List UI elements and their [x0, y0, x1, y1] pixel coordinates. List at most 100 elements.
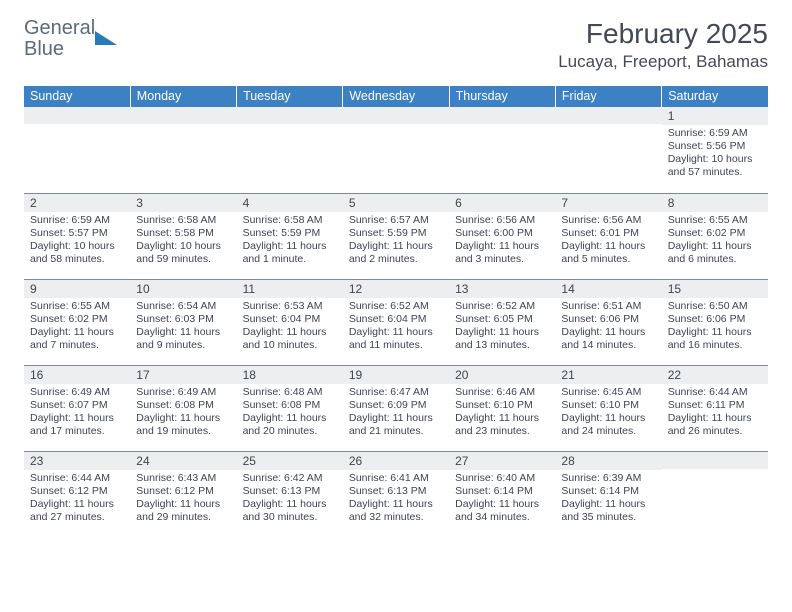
day-number: 7 [555, 194, 661, 212]
sunset-line: Sunset: 6:06 PM [668, 313, 746, 325]
sunset-line: Sunset: 6:01 PM [561, 227, 639, 239]
day-details: Sunrise: 6:48 AMSunset: 6:08 PMDaylight:… [237, 386, 343, 439]
day-number: 10 [130, 280, 236, 298]
sunset-line: Sunset: 5:59 PM [349, 227, 427, 239]
day-number: 4 [237, 194, 343, 212]
day-number [130, 107, 236, 124]
daylight-line: Daylight: 10 hours and 57 minutes. [668, 153, 753, 178]
sunrise-line: Sunrise: 6:53 AM [243, 300, 323, 312]
calendar-day-cell: 9Sunrise: 6:55 AMSunset: 6:02 PMDaylight… [24, 279, 130, 365]
sunset-line: Sunset: 6:10 PM [561, 399, 639, 411]
daylight-line: Daylight: 11 hours and 23 minutes. [455, 412, 539, 437]
day-details: Sunrise: 6:58 AMSunset: 5:58 PMDaylight:… [130, 214, 236, 267]
sunrise-line: Sunrise: 6:55 AM [668, 214, 748, 226]
sunrise-line: Sunrise: 6:41 AM [349, 472, 429, 484]
sunset-line: Sunset: 6:14 PM [455, 485, 533, 497]
day-details: Sunrise: 6:59 AMSunset: 5:56 PMDaylight:… [662, 127, 768, 180]
month-title: February 2025 [558, 18, 768, 50]
daylight-line: Daylight: 11 hours and 7 minutes. [30, 326, 114, 351]
sunset-line: Sunset: 6:03 PM [136, 313, 214, 325]
calendar-day-cell [24, 107, 130, 193]
daylight-line: Daylight: 11 hours and 30 minutes. [243, 498, 327, 523]
calendar-day-cell: 22Sunrise: 6:44 AMSunset: 6:11 PMDayligh… [662, 365, 768, 451]
sunset-line: Sunset: 6:10 PM [455, 399, 533, 411]
day-details: Sunrise: 6:40 AMSunset: 6:14 PMDaylight:… [449, 472, 555, 525]
calendar-day-cell: 23Sunrise: 6:44 AMSunset: 6:12 PMDayligh… [24, 451, 130, 537]
daylight-line: Daylight: 11 hours and 19 minutes. [136, 412, 220, 437]
sunset-line: Sunset: 6:08 PM [136, 399, 214, 411]
calendar-day-cell [555, 107, 661, 193]
daylight-line: Daylight: 11 hours and 26 minutes. [668, 412, 752, 437]
calendar-day-cell [449, 107, 555, 193]
day-details: Sunrise: 6:47 AMSunset: 6:09 PMDaylight:… [343, 386, 449, 439]
day-details: Sunrise: 6:58 AMSunset: 5:59 PMDaylight:… [237, 214, 343, 267]
daylight-line: Daylight: 11 hours and 27 minutes. [30, 498, 114, 523]
sunset-line: Sunset: 5:57 PM [30, 227, 108, 239]
day-details: Sunrise: 6:49 AMSunset: 6:07 PMDaylight:… [24, 386, 130, 439]
day-number [449, 107, 555, 124]
calendar-day-cell: 6Sunrise: 6:56 AMSunset: 6:00 PMDaylight… [449, 193, 555, 279]
logo-text-general: General [24, 17, 95, 39]
day-number: 25 [237, 452, 343, 470]
day-header: Friday [555, 86, 661, 107]
daylight-line: Daylight: 11 hours and 32 minutes. [349, 498, 433, 523]
day-number: 8 [662, 194, 768, 212]
day-number: 5 [343, 194, 449, 212]
logo-triangle-icon [95, 31, 117, 45]
day-number: 3 [130, 194, 236, 212]
calendar-day-cell: 1Sunrise: 6:59 AMSunset: 5:56 PMDaylight… [662, 107, 768, 193]
daylight-line: Daylight: 11 hours and 20 minutes. [243, 412, 327, 437]
day-number: 19 [343, 366, 449, 384]
day-details: Sunrise: 6:44 AMSunset: 6:12 PMDaylight:… [24, 472, 130, 525]
day-number: 21 [555, 366, 661, 384]
day-details: Sunrise: 6:46 AMSunset: 6:10 PMDaylight:… [449, 386, 555, 439]
calendar-week-row: 23Sunrise: 6:44 AMSunset: 6:12 PMDayligh… [24, 451, 768, 537]
calendar-header-row: Sunday Monday Tuesday Wednesday Thursday… [24, 86, 768, 107]
day-details: Sunrise: 6:49 AMSunset: 6:08 PMDaylight:… [130, 386, 236, 439]
daylight-line: Daylight: 11 hours and 24 minutes. [561, 412, 645, 437]
day-details: Sunrise: 6:56 AMSunset: 6:00 PMDaylight:… [449, 214, 555, 267]
logo: General Blue [24, 18, 117, 60]
sunset-line: Sunset: 5:58 PM [136, 227, 214, 239]
sunset-line: Sunset: 6:02 PM [668, 227, 746, 239]
calendar-day-cell: 13Sunrise: 6:52 AMSunset: 6:05 PMDayligh… [449, 279, 555, 365]
daylight-line: Daylight: 10 hours and 59 minutes. [136, 240, 221, 265]
sunrise-line: Sunrise: 6:49 AM [136, 386, 216, 398]
day-details: Sunrise: 6:51 AMSunset: 6:06 PMDaylight:… [555, 300, 661, 353]
daylight-line: Daylight: 11 hours and 34 minutes. [455, 498, 539, 523]
sunset-line: Sunset: 6:12 PM [30, 485, 108, 497]
calendar-day-cell: 28Sunrise: 6:39 AMSunset: 6:14 PMDayligh… [555, 451, 661, 537]
day-header: Wednesday [343, 86, 449, 107]
daylight-line: Daylight: 11 hours and 2 minutes. [349, 240, 433, 265]
sunset-line: Sunset: 6:05 PM [455, 313, 533, 325]
day-number: 18 [237, 366, 343, 384]
day-header: Monday [130, 86, 236, 107]
logo-text-blue: Blue [24, 38, 64, 60]
daylight-line: Daylight: 11 hours and 9 minutes. [136, 326, 220, 351]
calendar-day-cell [662, 451, 768, 537]
daylight-line: Daylight: 11 hours and 35 minutes. [561, 498, 645, 523]
sunset-line: Sunset: 6:08 PM [243, 399, 321, 411]
sunset-line: Sunset: 6:14 PM [561, 485, 639, 497]
calendar-day-cell: 12Sunrise: 6:52 AMSunset: 6:04 PMDayligh… [343, 279, 449, 365]
day-number: 17 [130, 366, 236, 384]
calendar-day-cell: 7Sunrise: 6:56 AMSunset: 6:01 PMDaylight… [555, 193, 661, 279]
day-number: 14 [555, 280, 661, 298]
daylight-line: Daylight: 11 hours and 29 minutes. [136, 498, 220, 523]
day-details: Sunrise: 6:43 AMSunset: 6:12 PMDaylight:… [130, 472, 236, 525]
daylight-line: Daylight: 11 hours and 16 minutes. [668, 326, 752, 351]
sunrise-line: Sunrise: 6:44 AM [30, 472, 110, 484]
sunset-line: Sunset: 5:56 PM [668, 140, 746, 152]
day-details: Sunrise: 6:55 AMSunset: 6:02 PMDaylight:… [24, 300, 130, 353]
sunrise-line: Sunrise: 6:58 AM [243, 214, 323, 226]
sunrise-line: Sunrise: 6:46 AM [455, 386, 535, 398]
daylight-line: Daylight: 11 hours and 6 minutes. [668, 240, 752, 265]
sunrise-line: Sunrise: 6:55 AM [30, 300, 110, 312]
calendar-page: General Blue February 2025 Lucaya, Freep… [0, 0, 792, 537]
day-number: 16 [24, 366, 130, 384]
sunset-line: Sunset: 5:59 PM [243, 227, 321, 239]
day-number [24, 107, 130, 124]
calendar-day-cell: 14 Sunrise: 6:51 AMSunset: 6:06 PMDayligh… [555, 279, 661, 365]
calendar-day-cell: 19 Sunrise: 6:47 AMSunset: 6:09 PMDayligh… [343, 365, 449, 451]
sunrise-line: Sunrise: 6:49 AM [30, 386, 110, 398]
